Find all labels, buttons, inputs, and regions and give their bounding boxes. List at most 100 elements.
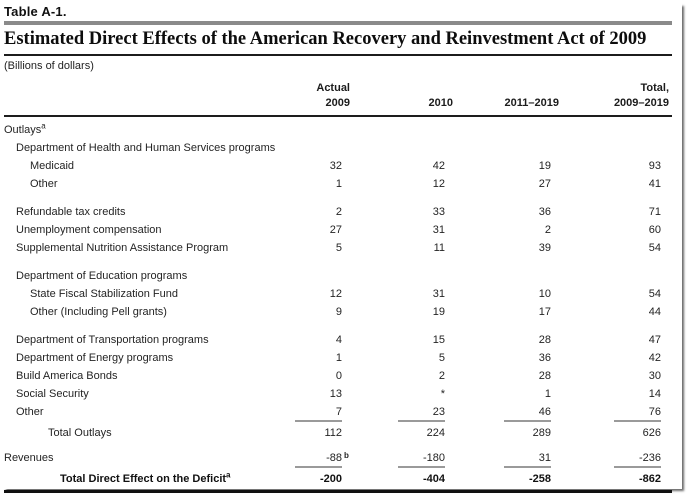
value-cell: 31 (445, 449, 551, 470)
header-divider (4, 115, 672, 117)
value-cell: 5 (335, 242, 342, 254)
value-cell: 36 (538, 206, 551, 218)
table-row: Total Direct Effect on the Deficita -200 -… (4, 470, 672, 488)
value-cell: 36 (538, 352, 551, 364)
value-cell (342, 139, 445, 157)
value-cell (445, 121, 551, 139)
value-cell: -258 (528, 473, 551, 485)
value-cell: 2 (438, 370, 445, 382)
spacer-row (4, 321, 672, 331)
value-cell: -236 (551, 449, 661, 470)
value-cell: 626 (642, 427, 661, 439)
value-cell: 10 (538, 288, 551, 300)
table-row: Refundable tax credits 2 33 36 71 (4, 203, 672, 221)
value-cell: 39 (538, 242, 551, 254)
table-row: Other 1 12 27 41 (4, 175, 672, 193)
value-cell: 54 (648, 242, 661, 254)
value-cell: -200 (319, 473, 342, 485)
footnote-marker: a (226, 470, 231, 480)
value-cell: 12 (432, 178, 445, 190)
value-cell (342, 121, 445, 139)
value-cell (551, 267, 661, 285)
bottom-divider (4, 490, 672, 493)
table-row: Medicaid 32 42 19 93 (4, 157, 672, 175)
value-cell: 4 (335, 334, 342, 346)
value-cell (284, 139, 342, 157)
table-row: Department of Health and Human Services … (4, 139, 672, 157)
report-table: Table A-1. Estimated Direct Effects of t… (4, 4, 672, 493)
table-title: Estimated Direct Effects of the American… (4, 29, 672, 56)
value-cell: 19 (538, 160, 551, 172)
table-row: Department of Transportation programs 4 15… (4, 331, 672, 349)
value-cell: 54 (648, 288, 661, 300)
column-header-row: Actual 2009 2010 2011–2019 Total, 2009–2… (4, 81, 672, 111)
row-label: Outlaysa (4, 121, 46, 136)
value-cell: 2 (335, 206, 342, 218)
row-label: Unemployment compensation (16, 224, 162, 236)
value-cell: 14 (648, 388, 661, 400)
row-label: Department of Health and Human Services … (16, 142, 276, 154)
gray-divider (4, 21, 672, 25)
value-cell: 31 (432, 288, 445, 300)
table-row: Total Outlays 112 224 289 626 (4, 424, 672, 442)
value-cell: -88 b (284, 449, 349, 470)
spacer-row (4, 442, 672, 449)
table-row: Other 7 23 46 76 (4, 403, 672, 424)
row-label: Other (30, 178, 58, 190)
value-cell: 23 (342, 403, 445, 424)
table-row: Other (Including Pell grants) 9 19 17 44 (4, 303, 672, 321)
value-cell: 289 (532, 427, 551, 439)
row-label: Total Outlays (48, 427, 112, 439)
value-cell (551, 139, 661, 157)
value-cell: 27 (538, 178, 551, 190)
value-cell: 17 (538, 306, 551, 318)
value-cell: 44 (648, 306, 661, 318)
row-label: Department of Transportation programs (16, 334, 209, 346)
row-label: Other (Including Pell grants) (30, 306, 167, 318)
value-cell: 41 (648, 178, 661, 190)
row-label: Department of Education programs (16, 270, 188, 282)
table-number: Table A-1. (4, 4, 67, 19)
row-label: Refundable tax credits (16, 206, 126, 218)
label-column-header (12, 81, 292, 111)
table-row: Outlaysa (4, 121, 672, 139)
value-cell: 5 (438, 352, 445, 364)
value-cell: 112 (324, 427, 342, 439)
row-label: Social Security (16, 388, 89, 400)
value-cell: 33 (432, 206, 445, 218)
table-row: Department of Education programs (4, 267, 672, 285)
value-cell: 30 (648, 370, 661, 382)
row-label: Build America Bonds (16, 370, 118, 382)
value-cell: 13 (329, 388, 342, 400)
value-cell: 224 (426, 427, 445, 439)
column-header-2010: 2010 (428, 97, 453, 109)
value-cell: 27 (329, 224, 342, 236)
column-header-total: Total, 2009–2019 (613, 82, 669, 109)
value-cell: 1 (335, 178, 342, 190)
table-row: Revenues -88 b -180 31 -236 (4, 449, 672, 470)
row-label: Total Direct Effect on the Deficita (60, 470, 231, 485)
table-units: (Billions of dollars) (4, 60, 94, 72)
table-row: Social Security 13 * 1 14 (4, 385, 672, 403)
value-cell: 93 (648, 160, 661, 172)
row-label: Revenues (4, 452, 54, 464)
value-cell: 2 (544, 224, 551, 236)
spacer-row (4, 257, 672, 267)
row-label: Department of Energy programs (16, 352, 174, 364)
spacer-row (4, 193, 672, 203)
footnote-marker: b (344, 451, 349, 460)
value-cell: 42 (432, 160, 445, 172)
table-row: State Fiscal Stabilization Fund 12 31 10 54 (4, 285, 672, 303)
value-cell: 19 (432, 306, 445, 318)
value-cell (551, 121, 661, 139)
row-label: Medicaid (30, 160, 75, 172)
value-cell: 9 (335, 306, 342, 318)
value-cell: 12 (329, 288, 342, 300)
value-cell: * (440, 388, 445, 400)
value-cell (445, 139, 551, 157)
value-cell: 76 (551, 403, 661, 424)
value-cell: 31 (432, 224, 445, 236)
column-header-2009: Actual 2009 (316, 82, 350, 109)
value-cell: 47 (648, 334, 661, 346)
value-cell: -404 (422, 473, 445, 485)
